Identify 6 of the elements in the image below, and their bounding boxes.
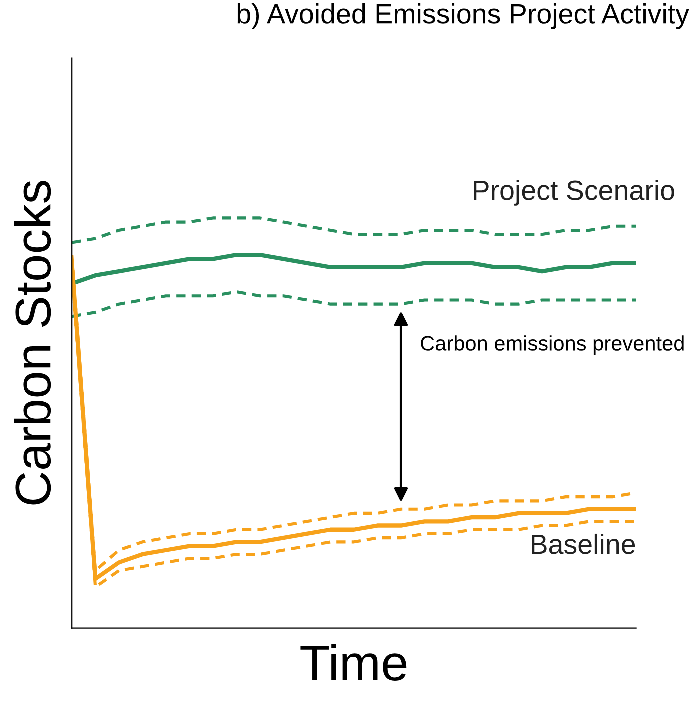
annotation: Carbon emissions prevented [421, 336, 684, 356]
chart-title: b) Avoided Emissions Project Activity [238, 4, 690, 30]
y-axis-title: Carbon Stocks [14, 181, 52, 505]
text: Project Scenario [474, 180, 674, 206]
x-axis-title: Time [300, 644, 407, 681]
series-label: Baseline [532, 534, 636, 554]
